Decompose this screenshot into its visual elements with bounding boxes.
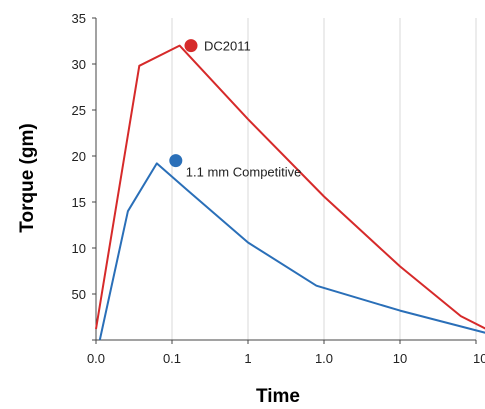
x-tick-label-1: 0.1 [163,351,181,366]
y-tick-labels: 50 10 15 20 25 30 35 [72,11,96,341]
y-axis-title: Torque (gm) [17,123,38,232]
y-tick-label-7: 35 [72,11,86,26]
series-label-1: 1.1 mm Competitive [186,165,302,180]
axes [95,18,476,341]
series-line-0 [95,44,485,330]
y-tick-label-1: 50 [72,287,86,302]
x-tick-label-5: 10 [473,351,485,366]
y-tick-label-4: 20 [72,149,86,164]
y-tick-label-6: 30 [72,57,86,72]
y-tick-label-2: 10 [72,241,86,256]
series-marker-0 [184,39,198,53]
x-tick-label-2: 1 [244,351,251,366]
series-line-1 [98,162,485,341]
y-tick-label-3: 15 [72,195,86,210]
x-axis-title: Time [256,386,300,407]
series-markers: DC2011 1.1 mm Competitive [169,39,301,180]
y-tick-label-5: 25 [72,103,86,118]
series-marker-1 [169,154,183,168]
x-tick-labels: 0.0 0.1 1 1.0 10 10 [87,340,485,366]
x-tick-label-3: 1.0 [315,351,333,366]
series-label-0: DC2011 [204,39,251,54]
x-tick-label-0: 0.0 [87,351,105,366]
series-lines [95,44,485,341]
x-tick-label-4: 10 [393,351,407,366]
grid [171,18,477,340]
